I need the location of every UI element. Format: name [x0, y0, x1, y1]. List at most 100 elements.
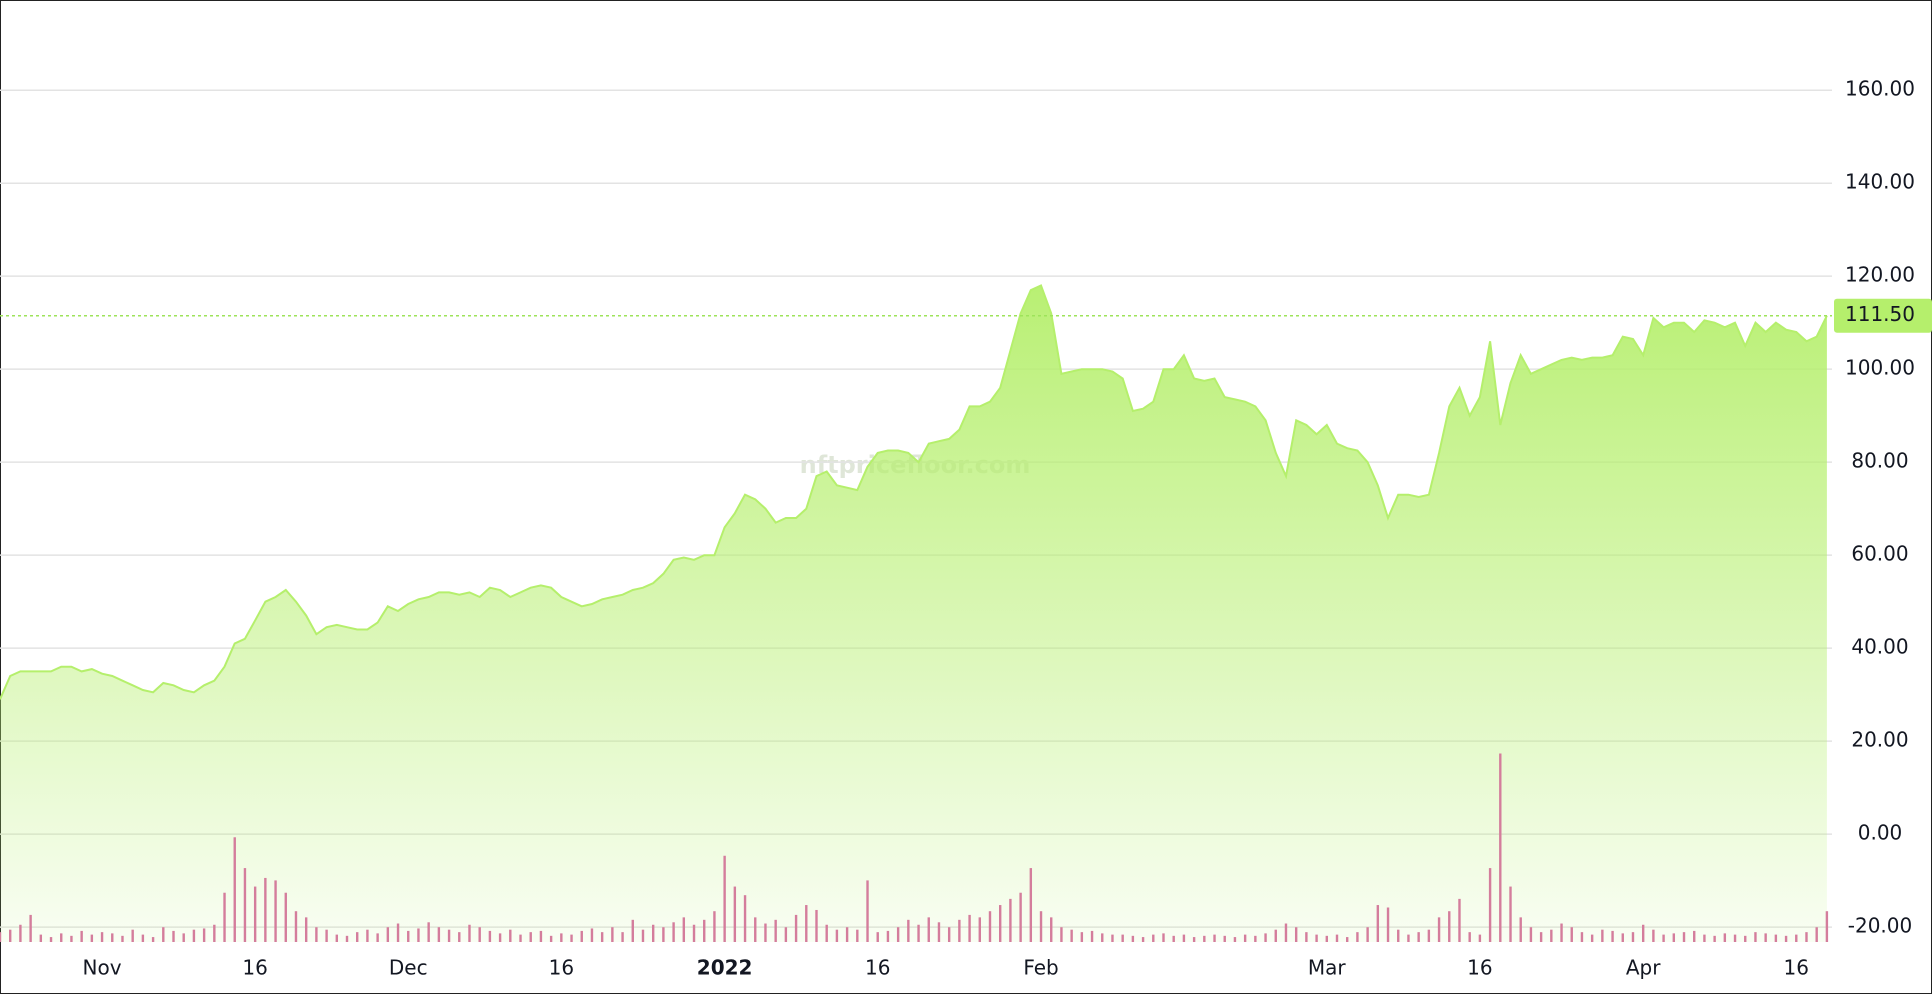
- volume-bar: [1233, 937, 1237, 942]
- volume-bar: [549, 935, 553, 942]
- volume-bar: [917, 924, 920, 942]
- volume-bar: [151, 937, 155, 942]
- volume-bar: [1111, 934, 1114, 942]
- volume-bar: [1723, 933, 1727, 942]
- volume-bar: [539, 930, 543, 942]
- volume-bar: [825, 924, 828, 942]
- volume-bar: [774, 919, 777, 942]
- y-tick-label: 160.00: [1845, 77, 1915, 101]
- volume-bar: [1488, 868, 1492, 942]
- y-tick-label: 0.00: [1858, 821, 1903, 845]
- volume-bar: [315, 927, 318, 942]
- volume-bar: [29, 914, 32, 942]
- volume-bar: [1254, 935, 1257, 942]
- volume-bar: [641, 929, 645, 942]
- volume-bar: [1458, 898, 1461, 942]
- volume-bar: [131, 929, 134, 942]
- volume-bar: [1713, 935, 1716, 942]
- volume-bar: [631, 919, 634, 942]
- volume-bar: [1325, 935, 1328, 942]
- volume-bar: [192, 929, 196, 942]
- volume-bar: [856, 929, 859, 942]
- volume-bar: [1039, 911, 1043, 942]
- volume-bar: [19, 924, 22, 942]
- volume-bar: [754, 917, 757, 942]
- volume-bar: [1672, 933, 1676, 942]
- volume-bar: [1141, 937, 1145, 942]
- volume-bar: [1376, 905, 1380, 942]
- x-tick-label: Apr: [1626, 956, 1661, 980]
- volume-bar: [49, 937, 53, 942]
- x-tick-label: 16: [865, 956, 890, 980]
- volume-bar: [458, 932, 461, 942]
- x-tick-label: Feb: [1023, 956, 1058, 980]
- volume-bar: [80, 930, 83, 942]
- volume-bar: [1611, 930, 1614, 942]
- volume-bar: [988, 911, 992, 942]
- volume-bar: [1764, 933, 1767, 942]
- volume-bar: [896, 927, 900, 942]
- y-tick-label: 100.00: [1845, 356, 1915, 380]
- volume-bar: [1795, 934, 1798, 942]
- volume-bar: [1284, 923, 1288, 942]
- volume-bar: [1805, 932, 1808, 942]
- volume-bar: [1274, 929, 1277, 942]
- volume-bar: [223, 892, 226, 942]
- y-tick-label: 120.00: [1845, 263, 1915, 287]
- volume-bar: [1601, 929, 1604, 942]
- volume-bar: [1815, 927, 1818, 942]
- volume-bar: [907, 919, 910, 942]
- y-tick-label: 20.00: [1851, 728, 1908, 752]
- volume-bar: [1356, 932, 1359, 942]
- volume-bar: [325, 929, 328, 942]
- volume-bar: [1468, 932, 1471, 942]
- volume-bar: [692, 924, 696, 942]
- volume-bar: [651, 924, 655, 942]
- y-tick-label: 140.00: [1845, 170, 1915, 194]
- volume-bar: [978, 917, 981, 942]
- volume-bar: [264, 877, 267, 942]
- volume-bar: [682, 917, 686, 942]
- volume-bar: [1448, 911, 1451, 942]
- volume-bar: [1682, 932, 1686, 942]
- volume-bar: [60, 933, 63, 942]
- price-label-box: [1834, 298, 1932, 333]
- volume-bar: [509, 929, 512, 942]
- volume-bar: [233, 837, 236, 942]
- volume-bar: [1437, 917, 1441, 942]
- volume-bar: [121, 935, 124, 942]
- volume-bars: [0, 753, 1829, 942]
- volume-bar: [90, 934, 94, 942]
- volume-bar: [498, 933, 502, 942]
- x-tick-label: 16: [1784, 956, 1809, 980]
- volume-bar: [0, 932, 2, 942]
- volume-bar: [213, 924, 216, 942]
- volume-bar: [968, 914, 971, 942]
- volume-bar: [427, 922, 430, 942]
- volume-bar: [386, 927, 390, 942]
- volume-bar: [141, 934, 145, 942]
- volume-bar: [111, 933, 114, 942]
- volume-bar: [621, 932, 624, 942]
- volume-bar: [1478, 934, 1482, 942]
- volume-bar: [1550, 929, 1553, 942]
- volume-bar: [1090, 930, 1094, 942]
- volume-bar: [703, 919, 706, 942]
- volume-bar: [172, 930, 175, 942]
- volume-bar: [1029, 868, 1033, 942]
- volume-bar: [743, 895, 747, 942]
- volume-bar: [1070, 929, 1073, 942]
- volume-bar: [519, 934, 522, 942]
- volume-bar: [1101, 933, 1104, 942]
- volume-bar: [284, 892, 287, 942]
- volume-bar: [202, 928, 206, 942]
- volume-bar: [356, 932, 359, 942]
- x-tick-label: Nov: [83, 956, 122, 980]
- volume-bar: [39, 934, 43, 942]
- volume-bar: [1427, 929, 1431, 942]
- price-area: [0, 285, 1827, 942]
- volume-bar: [947, 927, 951, 942]
- volume-bar: [733, 886, 737, 942]
- volume-bar: [784, 927, 788, 942]
- volume-bar: [1529, 927, 1533, 942]
